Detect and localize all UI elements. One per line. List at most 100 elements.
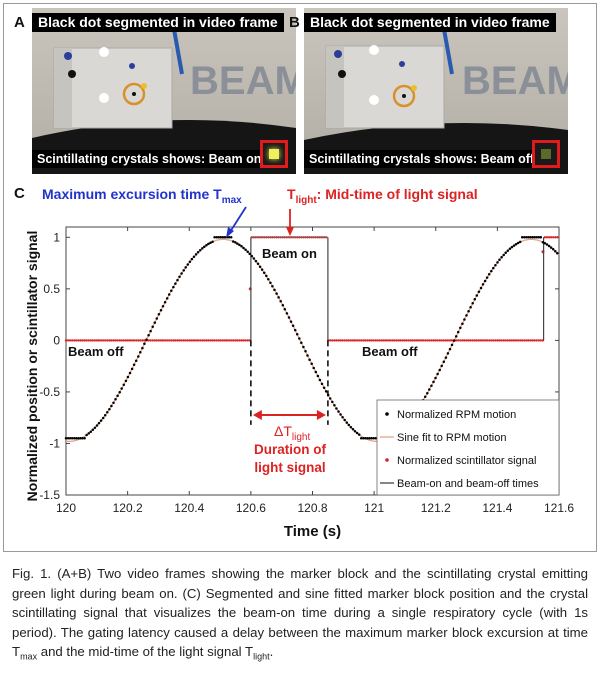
rpm-motion-point [203,245,206,248]
rpm-motion-point [533,236,536,239]
scintillator-point [225,339,229,342]
scintillator-point [122,339,126,342]
rpm-motion-point [539,236,543,239]
rpm-motion-point [452,339,456,342]
scintillator-point [89,339,93,342]
x-tick-label: 120.4 [174,501,204,515]
rpm-motion-point [506,249,510,252]
rpm-motion-point [155,317,159,320]
video-frame-a-title: Black dot segmented in video frame [32,13,284,32]
rpm-motion-point [304,350,307,353]
rpm-motion-point [95,424,99,427]
scintillator-point [116,339,119,342]
rpm-motion-point [339,413,342,416]
rpm-motion-point [89,430,93,433]
rpm-motion-point [333,404,336,407]
rpm-motion-point [116,394,119,398]
rpm-motion-point [260,268,264,271]
scintillator-point [388,339,392,342]
rpm-motion-point [520,236,524,239]
scintillator-point [455,339,458,342]
rpm-motion-point [432,380,435,384]
rpm-motion-point [170,289,173,293]
rpm-motion-point [483,279,487,283]
video-frame-a-caption: Scintillating crystals shows: Beam on [32,150,267,168]
x-axis-label: Time (s) [284,523,341,540]
scintillator-point [149,339,152,342]
caption-text-2: and the mid-time of the light signal T [37,644,254,659]
rpm-motion-point [91,428,95,432]
rpm-motion-point [331,400,334,404]
rpm-motion-point [430,384,433,387]
scintillator-point [139,339,142,342]
video-frame-b-title: Black dot segmented in video frame [304,13,556,32]
scintillator-point [372,339,375,342]
scintillator-point [353,339,357,342]
scintillator-point [514,339,518,342]
scintillator-point [399,339,402,342]
rpm-motion-point [265,274,268,278]
rpm-motion-point [174,282,177,285]
x-tick-label: 121.2 [421,501,451,515]
rpm-motion-point [434,376,437,380]
rpm-motion-point [258,265,262,268]
delta-t-arrowhead-left [252,410,262,420]
y-tick-label: 1 [53,230,60,244]
rpm-motion-point [248,252,251,256]
rpm-motion-point [306,354,309,357]
rpm-motion-point [456,330,460,334]
scintillator-point [529,339,532,342]
scintillator-point [91,339,95,342]
rpm-motion-point [465,314,468,317]
scintillator-point [523,339,526,342]
rpm-motion-point [461,322,464,325]
scintillator-point [444,339,448,342]
rpm-motion-point [99,419,103,422]
rpm-motion-point [469,305,472,309]
scintillator-point [102,339,105,342]
scintillator-point [217,339,220,342]
rpm-motion-point [234,241,237,244]
rpm-motion-point [438,368,441,372]
rpm-motion-point [353,429,357,433]
rpm-motion-point [423,395,427,398]
scintillator-point [343,339,346,342]
scintillator-point [448,339,452,342]
rpm-motion-point [537,236,541,239]
rpm-motion-point [269,281,272,284]
rpm-motion-point [545,243,549,246]
scintillator-point [488,339,491,342]
rpm-motion-point [205,243,208,247]
rpm-motion-point [194,253,198,256]
rpm-motion-point [151,325,154,329]
rpm-motion-point [182,269,185,272]
scintillator-point [349,339,353,342]
rpm-motion-point [362,437,365,440]
scintillator-point [366,339,369,342]
scintillator-point [168,339,171,342]
scintillator-point [143,339,146,342]
scintillator-point [496,339,499,342]
background-logo-text: BEAM [190,59,296,103]
scintillator-point [64,339,68,342]
scintillator-point [147,339,150,342]
rpm-motion-point [157,313,161,316]
scintillator-point [79,339,82,342]
scintillator-point [68,339,72,342]
scintillator-point [244,339,247,342]
rpm-motion-point [85,433,88,437]
scintillator-point [492,339,495,342]
scintillator-point [512,339,516,342]
y-tick-label: -1 [49,436,60,450]
rpm-motion-point [283,308,287,311]
delta-t-label-sub: light [292,432,311,443]
rpm-motion-point [213,236,216,239]
scintillator-point [194,339,198,342]
rpm-motion-point [514,242,518,246]
rpm-motion-point [128,371,132,375]
panel-label-c: C [14,185,25,202]
scintillator-point [221,339,225,342]
rpm-motion-point [153,321,157,324]
rpm-motion-point [477,290,481,293]
rpm-motion-point [196,250,200,254]
